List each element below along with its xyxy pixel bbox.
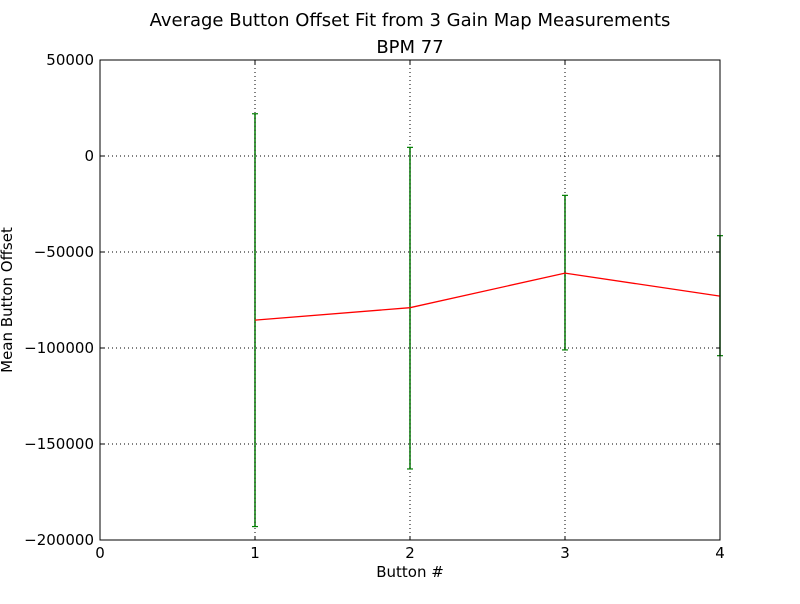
x-axis-label: Button # — [376, 563, 444, 581]
x-tick-label: 3 — [560, 544, 570, 562]
y-tick-label: −200000 — [24, 531, 94, 549]
series-line — [254, 272, 721, 321]
axis-ticks: 0 1 2 3 4 −200000 −150000 −100000 −50000 0 50000 — [24, 51, 725, 562]
x-tick-label: 4 — [715, 544, 725, 562]
y-tick-label: −150000 — [24, 435, 94, 453]
data-series — [254, 272, 721, 321]
x-tick-label: 0 — [95, 544, 105, 562]
x-tick-label: 1 — [250, 544, 260, 562]
error-bars — [252, 113, 723, 528]
y-tick-label: −100000 — [24, 339, 94, 357]
chart-title: Average Button Offset Fit from 3 Gain Ma… — [150, 10, 671, 31]
x-tick-label: 2 — [405, 544, 415, 562]
y-axis-label: Mean Button Offset — [0, 227, 16, 373]
chart-subtitle: BPM 77 — [376, 37, 443, 58]
y-tick-label: −50000 — [34, 243, 94, 261]
y-tick-label: 0 — [84, 147, 94, 165]
y-tick-label: 50000 — [46, 51, 94, 69]
